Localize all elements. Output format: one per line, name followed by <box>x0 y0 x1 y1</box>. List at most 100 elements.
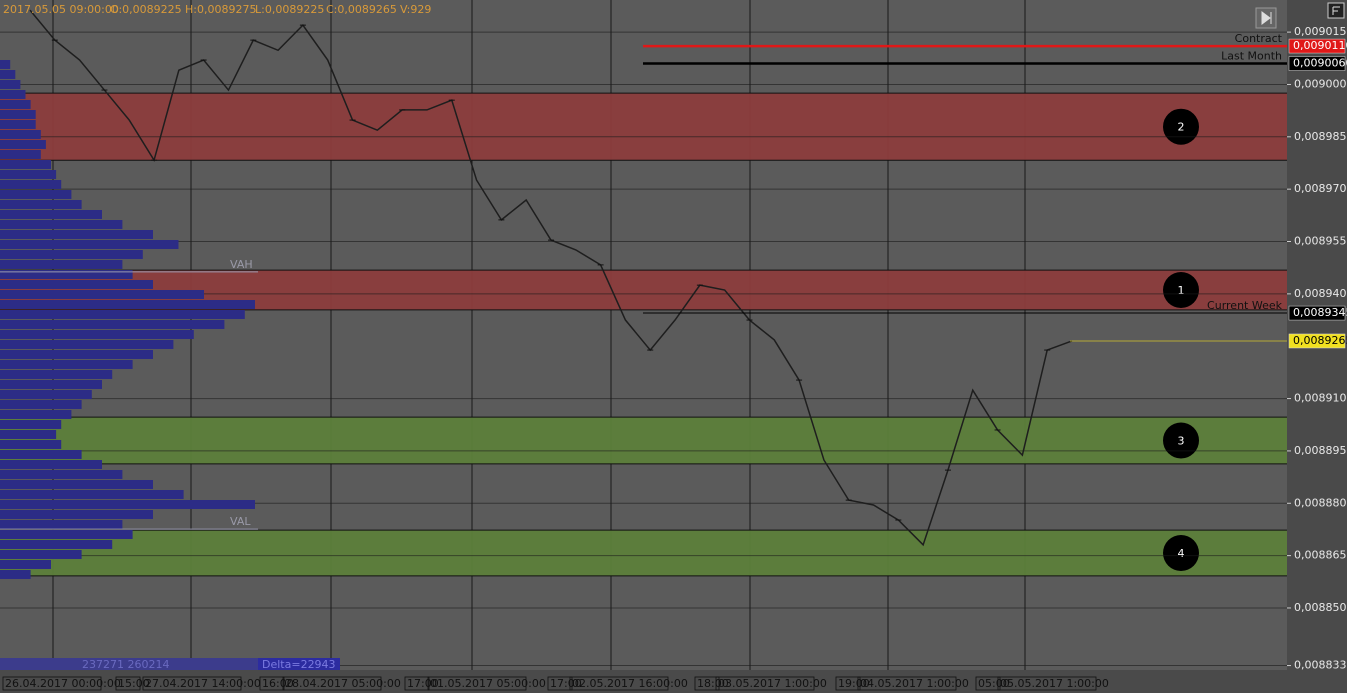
x-tick-label: 19:00 <box>838 677 870 690</box>
zone-badge <box>1163 535 1199 572</box>
f-icon <box>1332 6 1340 15</box>
profile-bar <box>0 390 92 399</box>
level-value-label: 0,0090110 <box>1293 39 1347 52</box>
x-label-box <box>569 676 669 691</box>
x-tick-label: 02.05.2017 16:00:00 <box>572 677 688 690</box>
profile-bar <box>0 240 179 249</box>
level-name: Contract <box>1235 32 1283 45</box>
profile-bar <box>0 140 46 149</box>
x-tick-label: 04.05.2017 1:00:00 <box>860 677 969 690</box>
profile-bar <box>0 290 204 299</box>
header: 2017.05.05 09:00:00 O:0,0089225 H:0,0089… <box>3 3 431 16</box>
profile-bar <box>0 80 21 89</box>
profile-bar <box>0 400 82 409</box>
x-tick-label: 28.04.2017 05:00:00 <box>285 677 401 690</box>
high: H:0,0089275 <box>185 3 256 16</box>
zone-badge <box>1163 422 1199 459</box>
profile-bar <box>0 410 72 419</box>
x-tick-label: 27.04.2017 14:00:00 <box>145 677 261 690</box>
close: C:0,0089265 <box>326 3 397 16</box>
profile-bar <box>0 170 57 179</box>
x-label-box <box>282 676 382 691</box>
x-tick-label: 03.05.2017 1:00:00 <box>718 677 827 690</box>
profile-bar <box>0 130 41 139</box>
profile-bar <box>0 70 16 79</box>
open: O:0,0089225 <box>110 3 182 16</box>
x-tick-label: 18:00 <box>697 677 729 690</box>
x-tick-label: 05:00 <box>978 677 1010 690</box>
footer-volume-box <box>0 658 340 670</box>
level-name: Current Week <box>1207 299 1283 312</box>
profile-bar <box>0 540 113 549</box>
x-tick-label: 17:00 <box>550 677 582 690</box>
profile-bar <box>0 360 133 369</box>
profile-bar <box>0 510 153 519</box>
zone-badge <box>1163 108 1199 145</box>
profile-bar <box>0 380 102 389</box>
footer-delta: Delta=22943 <box>262 658 336 671</box>
profile-bar <box>0 480 153 489</box>
profile-bar <box>0 160 51 169</box>
zone-badge <box>1163 272 1199 309</box>
x-label-box <box>404 676 430 691</box>
profile-bar <box>0 150 41 159</box>
profile-bar <box>0 210 102 219</box>
x-label-box <box>259 676 285 691</box>
profile-bar <box>0 420 62 429</box>
profile-bar <box>0 200 82 209</box>
profile-bar <box>0 230 153 239</box>
profile-bar <box>0 460 102 469</box>
zone-label: 1 <box>1178 284 1185 297</box>
x-label-box <box>427 676 527 691</box>
x-label-box <box>694 676 720 691</box>
x-label-box <box>835 676 861 691</box>
level-value-label: 0,0089265 <box>1293 334 1347 347</box>
x-label-box <box>975 676 1001 691</box>
x-label-box <box>547 676 573 691</box>
x-label-box <box>142 676 242 691</box>
timestamp: 2017.05.05 09:00:00 <box>3 3 119 16</box>
profile-bar <box>0 530 133 539</box>
x-tick-label: 01.05.2017 05:00:00 <box>430 677 546 690</box>
value-area-label: VAH <box>230 258 253 271</box>
profile-bar <box>0 190 72 199</box>
level-value-label: 0,0090060 <box>1293 57 1347 70</box>
zone-label: 4 <box>1178 547 1185 560</box>
footer-delta-box <box>258 658 340 670</box>
volume: V:929 <box>400 3 431 16</box>
profile-bar <box>0 330 194 339</box>
profile-bar <box>0 490 184 499</box>
level-value-label: 0,0089345 <box>1293 306 1347 319</box>
profile-bar <box>0 440 62 449</box>
level-value-box <box>1288 305 1346 321</box>
profile-bar <box>0 60 11 69</box>
profile-bar <box>0 550 82 559</box>
profile-bar <box>0 270 133 279</box>
profile-bar <box>0 370 113 379</box>
scroll-end-icon <box>1261 11 1272 25</box>
profile-bar <box>0 450 82 459</box>
time-axis-panel <box>0 670 1287 693</box>
profile-bar <box>0 500 255 509</box>
level-value-box <box>1288 56 1346 71</box>
profile-bar <box>0 560 51 569</box>
profile-bar <box>0 110 36 119</box>
zone-label: 3 <box>1178 434 1185 447</box>
low: L:0,0089225 <box>255 3 324 16</box>
x-tick-label: 15:00 <box>118 677 150 690</box>
x-tick-label: 17:00 <box>407 677 439 690</box>
profile-bar <box>0 260 123 269</box>
x-tick-label: 26.04.2017 00:00:00 <box>5 677 121 690</box>
zone-label: 2 <box>1178 121 1185 134</box>
profile-bar <box>0 350 153 359</box>
profile-bar <box>0 300 255 309</box>
